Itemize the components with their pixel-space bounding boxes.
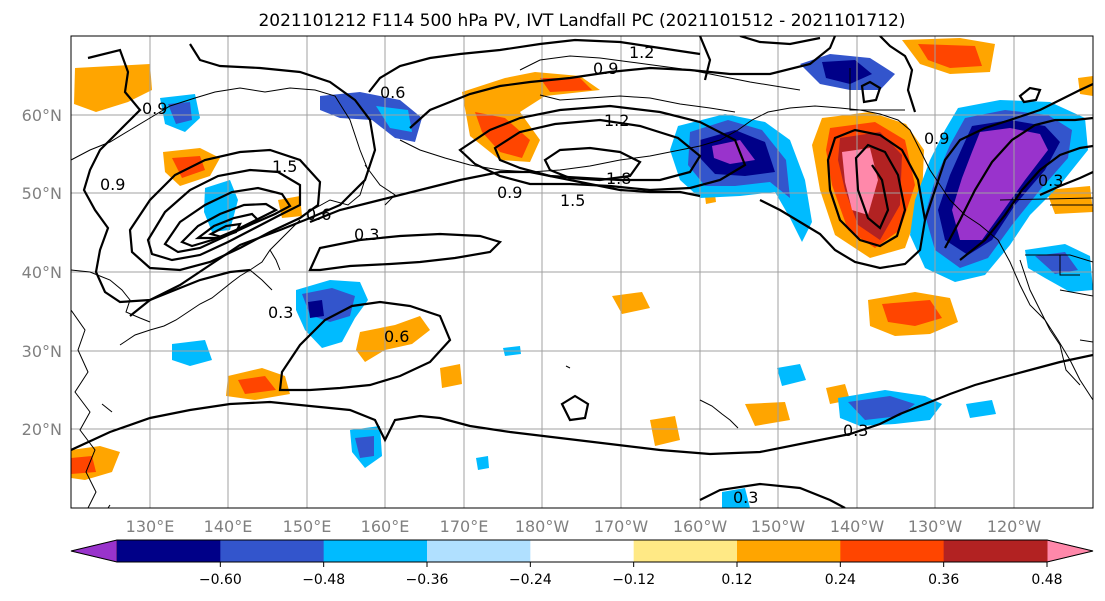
chart-title: 2021101212 F114 500 hPa PV, IVT Landfall… (258, 11, 905, 31)
lat-tick: 60°N (22, 106, 62, 125)
contour-label: 1.5 (272, 157, 297, 176)
lon-tick: 150°W (751, 517, 806, 536)
anomaly-negative (822, 60, 872, 84)
lat-tick: 50°N (22, 184, 62, 203)
contour-label: 0.9 (924, 129, 949, 148)
colorbar-segment (737, 540, 841, 562)
contour-label: 0.9 (100, 175, 125, 194)
colorbar-tick-label: −0.48 (302, 572, 345, 588)
anomaly-negative (1035, 252, 1078, 274)
lon-tick: 170°E (440, 517, 489, 536)
colorbar-tick-label: 0.12 (721, 572, 752, 588)
colorbar-outline (70, 539, 1094, 563)
contour-label: 0.3 (268, 303, 293, 322)
lon-tick: 120°W (987, 517, 1042, 536)
lon-tick: 160°W (673, 517, 728, 536)
anomaly-positive (882, 300, 942, 326)
anomaly-positive (842, 148, 878, 215)
anomaly-negative (712, 140, 755, 164)
contour-label: 0.3 (1038, 171, 1063, 190)
lon-tick: 170°W (594, 517, 649, 536)
lon-tick: 130°E (126, 517, 175, 536)
lon-tick: 180°W (515, 517, 570, 536)
lon-tick: 160°E (361, 517, 410, 536)
colorbar-tick-label: −0.60 (199, 572, 242, 588)
colorbar-segment (427, 540, 531, 562)
lon-tick: 130°W (908, 517, 963, 536)
colorbar-segment (530, 540, 635, 562)
anomaly-negative (320, 92, 422, 142)
colorbar-tick-label: −0.24 (509, 572, 552, 588)
anomaly-positive (238, 376, 276, 394)
colorbar-tick-label: 0.36 (928, 572, 959, 588)
shaded-anomalies (71, 38, 1093, 508)
anomaly-negative (172, 340, 212, 366)
contour-label: 0.9 (142, 99, 167, 118)
lat-tick: 20°N (22, 420, 62, 439)
anomaly-positive (540, 78, 592, 92)
anomaly-positive (918, 44, 982, 68)
colorbar-tick-label: −0.36 (406, 572, 449, 588)
contour-label: 1.5 (560, 191, 585, 210)
colorbar: −0.60 −0.48 −0.36 −0.24 −0.12 0.12 0.24 0.36 0.4… (70, 539, 1094, 588)
colorbar-segment (943, 540, 1048, 562)
anomaly-negative (355, 436, 374, 458)
anomaly-positive (440, 364, 462, 388)
contour-label: 0.9 (497, 183, 522, 202)
anomaly-negative (777, 364, 806, 386)
contour-label: 0.6 (306, 205, 331, 224)
colorbar-tick-label: 0.48 (1031, 572, 1062, 588)
colorbar-tick-label: 0.24 (825, 572, 856, 588)
anomaly-positive (74, 64, 152, 112)
pv-contours (71, 36, 1093, 508)
contour-label: 1.8 (606, 169, 631, 188)
lon-tick: 140°E (204, 517, 253, 536)
lon-tick: 150°E (283, 517, 332, 536)
contour-label: 1.2 (604, 111, 629, 130)
contour-label: 0.9 (593, 59, 618, 78)
contour-label: 0.6 (384, 327, 409, 346)
anomaly-negative (476, 456, 489, 470)
colorbar-extend-low (70, 539, 118, 563)
colorbar-segment (117, 540, 221, 562)
lat-axis: 20°N 30°N 40°N 50°N 60°N (22, 106, 62, 439)
lon-tick: 140°W (830, 517, 885, 536)
colorbar-segment (840, 540, 945, 562)
anomaly-positive (475, 112, 530, 158)
contour-label: 0.3 (843, 421, 868, 440)
colorbar-segment (220, 540, 325, 562)
contour-label: 0.6 (380, 83, 405, 102)
anomaly-positive (71, 456, 96, 474)
anomaly-negative (168, 102, 192, 124)
colorbar-extend-high (1046, 539, 1094, 563)
anomaly-positive (745, 402, 790, 426)
contour-label: 0.3 (733, 488, 758, 507)
contour-labels: 1.2 0.9 0.6 0.9 1.5 0.9 0.6 0.3 0.3 0.6 … (100, 43, 1063, 507)
lat-tick: 40°N (22, 263, 62, 282)
lon-axis: 130°E 140°E 150°E 160°E 170°E 180°W 170°… (126, 517, 1042, 536)
anomaly-negative (722, 488, 750, 508)
colorbar-segment (323, 540, 428, 562)
anomaly-negative (308, 300, 324, 318)
anomaly-positive (1078, 76, 1093, 96)
anomaly-negative (966, 400, 996, 418)
lat-tick: 30°N (22, 342, 62, 361)
contour-label: 0.3 (354, 225, 379, 244)
contour-label: 1.2 (629, 43, 654, 62)
colorbar-tick-label: −0.12 (612, 572, 655, 588)
anomaly-positive (650, 416, 680, 446)
anomaly-negative (952, 128, 1048, 240)
colorbar-segment (633, 540, 738, 562)
map-frame (70, 35, 1094, 509)
